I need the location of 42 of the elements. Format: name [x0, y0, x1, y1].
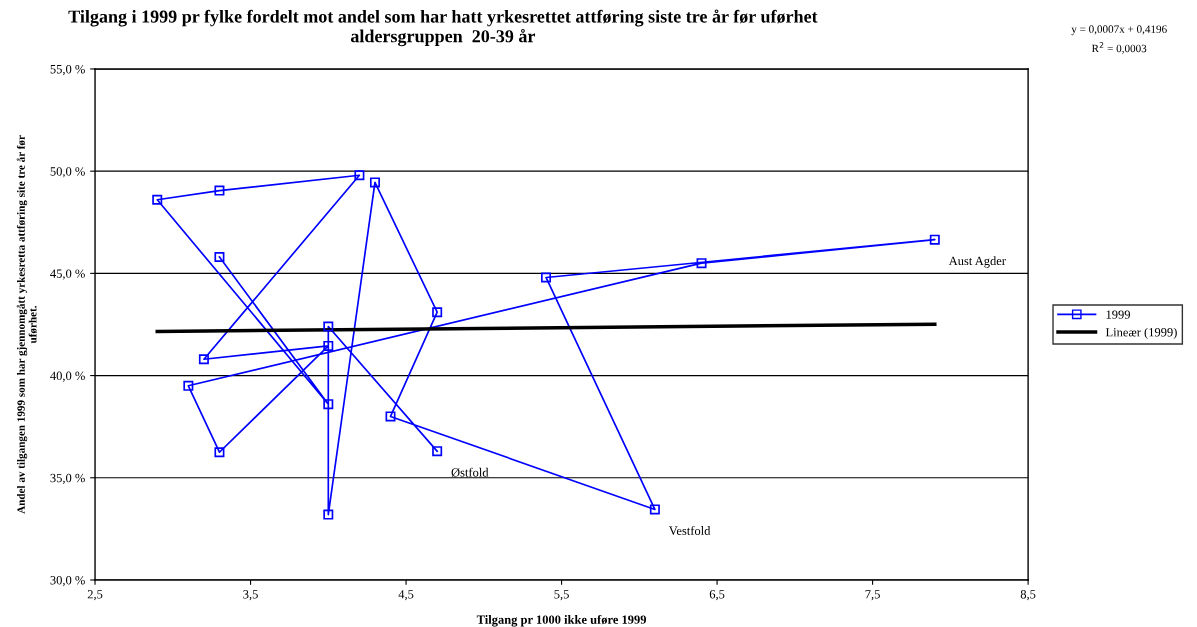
- x-tick-label: 7,5: [865, 590, 880, 601]
- point: [649, 504, 660, 515]
- point: [152, 194, 163, 205]
- point: [929, 234, 940, 245]
- point: [541, 272, 552, 283]
- legend-label: Lineær (1999): [1105, 327, 1177, 340]
- point: [198, 354, 209, 365]
- point: [369, 177, 380, 188]
- point: [214, 252, 225, 263]
- point: [183, 380, 194, 391]
- y-tick-label: 40,0 %: [50, 371, 85, 382]
- point: [214, 447, 225, 458]
- point: [354, 170, 365, 181]
- y-tick-label: 50,0 %: [50, 167, 85, 178]
- y-axis-title: Andel av tilgangen 1999 som har gjennomgått yrkesretta attføring site tre år før uførhet.: [16, 135, 37, 514]
- legend-label: 1999: [1106, 310, 1130, 319]
- text: R$^{2}$ = 0,0003: [1091, 42, 1147, 54]
- annotation: Aust Agder: [948, 256, 1006, 268]
- y-tick-label: 30,0 %: [50, 576, 85, 587]
- y-tick-label: 35,0 %: [50, 473, 85, 485]
- x-tick-label: 8,5: [1020, 590, 1036, 601]
- point: [385, 411, 396, 422]
- annotation: Vestfold: [668, 526, 711, 535]
- point: [432, 307, 443, 318]
- chart-title: Tilgang i 1999 pr fylke fordelt mot andel som har hatt yrkesrettet attføring siste tre år før uførhet aldersgruppen 20-39 år: [68, 9, 818, 47]
- x-tick-label: 6,5: [709, 590, 725, 601]
- x-axis-title: Tilgang pr 1000 ikke uføre 1999: [476, 614, 647, 627]
- point: [323, 321, 334, 332]
- x-tick-label: 5,5: [554, 590, 569, 601]
- point: [214, 185, 225, 196]
- x-tick-label: 2,5: [87, 590, 103, 601]
- x-tick-label: 3,5: [243, 590, 258, 601]
- point: [323, 509, 334, 520]
- annotation: Østfold: [451, 467, 489, 477]
- y-tick-label: 45,0 %: [50, 269, 85, 280]
- text: y = 0,0007x + 0,4196: [1071, 25, 1167, 36]
- x-tick-label: 4,5: [398, 590, 414, 601]
- y-tick-label: 55,0 %: [50, 64, 85, 76]
- point: [323, 340, 334, 351]
- point: [323, 399, 334, 410]
- point: [432, 446, 443, 457]
- point: [696, 258, 707, 269]
